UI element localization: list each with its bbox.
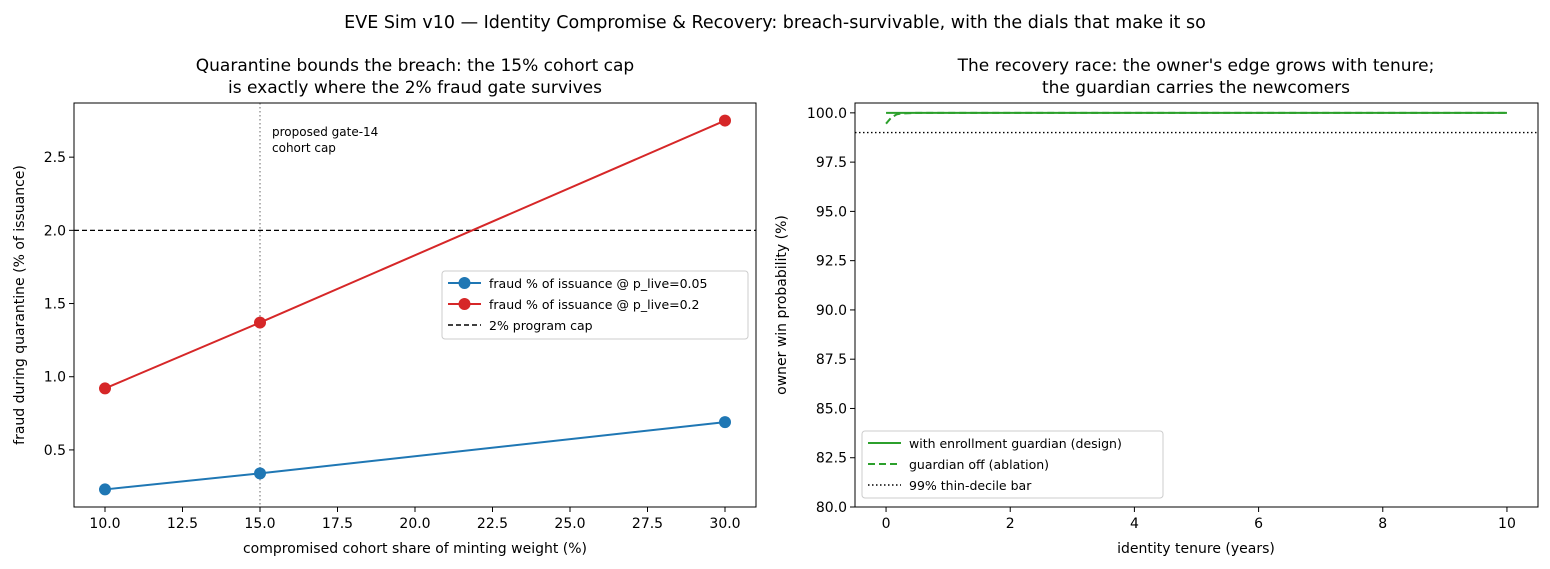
data-point-0: [719, 416, 731, 429]
right-plot-frame: [854, 102, 1539, 508]
fraud-quarantine-chart: Quarantine bounds the breach: the 15% co…: [12, 56, 757, 557]
legend-label-blue: fraud % of issuance @ p_live=0.05: [489, 276, 707, 291]
left-x-tick-label: 27.5: [632, 516, 663, 532]
left-y-tick-label: 1.5: [44, 297, 66, 313]
series-line-0: [104, 421, 726, 491]
legend-label-guardian-on: with enrollment guardian (design): [909, 436, 1122, 451]
legend-marker-blue: [458, 277, 471, 289]
right-y-tick-label: 82.5: [816, 451, 847, 467]
left-x-tick-label: 12.5: [167, 516, 198, 532]
left-chart-title-line1: Quarantine bounds the breach: the 15% co…: [196, 56, 634, 76]
right-legend: with enrollment guardian (design) guardi…: [861, 430, 1164, 499]
legend-label-red: fraud % of issuance @ p_live=0.2: [489, 297, 700, 312]
right-y-axis-label: owner win probability (%): [774, 215, 790, 395]
right-x-tick-label: 10: [1498, 516, 1516, 532]
right-legend-frame: [861, 430, 1164, 499]
left-x-tick-label: 17.5: [322, 516, 353, 532]
left-x-tick-label: 15.0: [244, 516, 275, 532]
right-y-tick-label: 87.5: [816, 352, 847, 368]
right-chart-title-line1: The recovery race: the owner's edge grow…: [957, 56, 1435, 76]
right-x-tick-label: 0: [882, 516, 891, 532]
right-x-tick-label: 8: [1378, 516, 1387, 532]
right-y-tick-label: 85.0: [816, 401, 847, 417]
cohort-cap-annotation-line2: cohort cap: [272, 141, 336, 155]
right-x-axis-label: identity tenure (years): [1117, 541, 1275, 557]
left-legend: fraud % of issuance @ p_live=0.05 fraud …: [441, 270, 749, 340]
right-x-tick-label: 6: [1254, 516, 1263, 532]
right-x-tick-label: 4: [1130, 516, 1139, 532]
left-x-tick-label: 25.0: [554, 516, 585, 532]
right-y-tick-label: 97.5: [816, 155, 847, 171]
left-plot-frame: [73, 102, 757, 508]
right-y-tick-label: 90.0: [816, 303, 847, 319]
legend-label-thin-decile: 99% thin-decile bar: [909, 478, 1032, 493]
series-line-1: [885, 111, 1507, 125]
legend-marker-red: [458, 298, 471, 310]
left-y-tick-label: 0.5: [44, 443, 66, 459]
left-y-axis-label: fraud during quarantine (% of issuance): [12, 165, 28, 445]
legend-label-cap: 2% program cap: [489, 318, 593, 333]
legend-label-guardian-off: guardian off (ablation): [909, 457, 1049, 472]
left-chart-title-line2: is exactly where the 2% fraud gate survi…: [228, 78, 602, 98]
data-point-0: [254, 467, 266, 480]
left-x-tick-label: 22.5: [477, 516, 508, 532]
right-y-tick-label: 95.0: [816, 204, 847, 220]
figure-suptitle: EVE Sim v10 — Identity Compromise & Reco…: [344, 13, 1206, 33]
left-x-axis-label: compromised cohort share of minting weig…: [243, 541, 587, 557]
data-point-0: [99, 483, 111, 496]
left-legend-frame: [441, 270, 749, 340]
left-y-tick-label: 2.5: [44, 150, 66, 166]
cohort-cap-annotation-line1: proposed gate-14: [272, 125, 378, 139]
series-line-1: [104, 119, 726, 390]
right-x-tick-label: 2: [1006, 516, 1015, 532]
data-point-1: [719, 114, 731, 127]
recovery-race-chart: The recovery race: the owner's edge grow…: [774, 56, 1539, 557]
right-chart-title-line2: the guardian carries the newcomers: [1042, 78, 1350, 98]
left-y-tick-label: 2.0: [44, 223, 66, 239]
right-y-tick-label: 80.0: [816, 500, 847, 516]
left-y-tick-label: 1.0: [44, 370, 66, 386]
left-x-tick-label: 20.0: [399, 516, 430, 532]
data-point-1: [99, 382, 111, 395]
left-x-tick-label: 30.0: [709, 516, 740, 532]
left-x-tick-label: 10.0: [89, 516, 120, 532]
data-point-1: [254, 316, 266, 329]
right-y-tick-label: 92.5: [816, 254, 847, 270]
right-y-tick-label: 100.0: [807, 106, 847, 122]
